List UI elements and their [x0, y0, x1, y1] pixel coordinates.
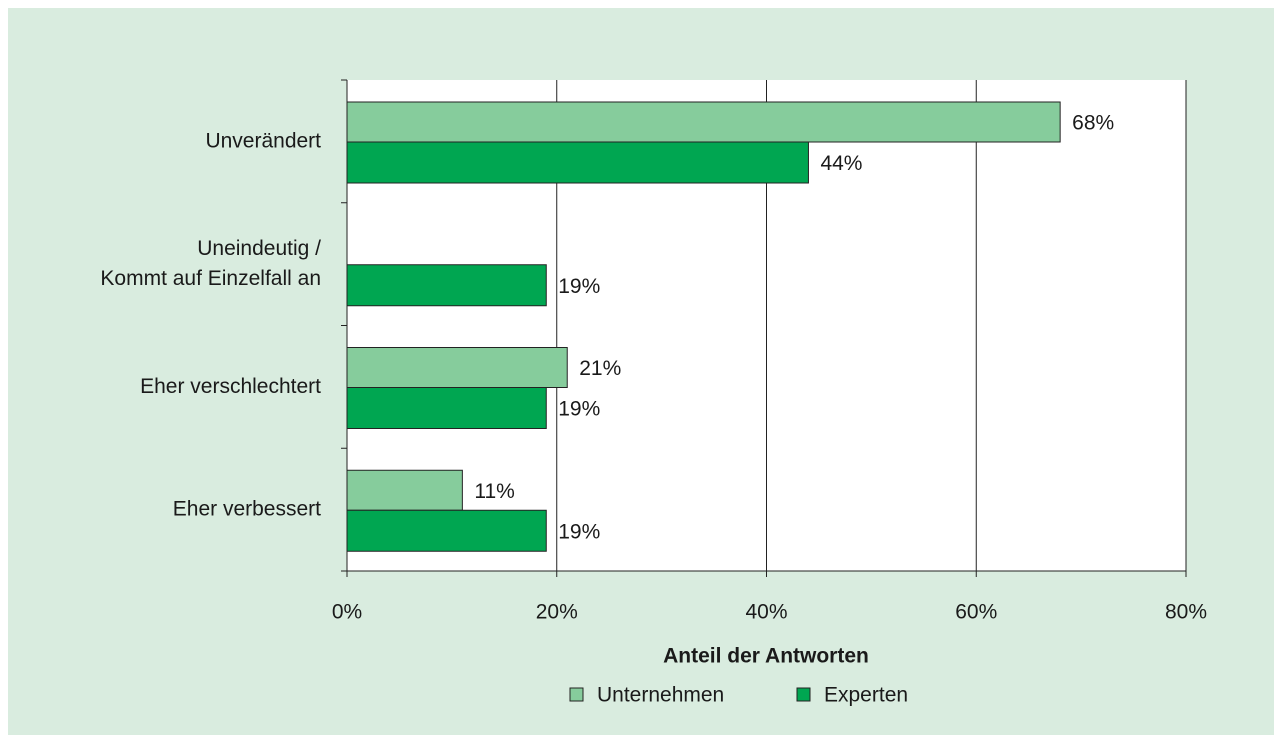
bar [346, 264, 547, 307]
data-label: 19% [558, 275, 600, 298]
y-tick-label: Uneindeutig / Kommt auf Einzelfall an [100, 237, 321, 290]
bar [346, 469, 463, 511]
data-label: 19% [558, 398, 600, 421]
data-label: 68% [1072, 112, 1114, 135]
x-tick-label: 40% [745, 601, 787, 624]
bar [346, 387, 547, 429]
data-label: 19% [558, 520, 600, 543]
x-axis-label: Anteil der Antworten [663, 645, 869, 668]
legend-label: Unternehmen [597, 684, 724, 707]
bar [346, 509, 547, 552]
x-tick-label: 0% [332, 601, 362, 624]
y-tick-label: Eher verschlechtert [140, 374, 321, 397]
x-tick-label: 60% [955, 601, 997, 624]
x-tick-label: 20% [536, 601, 578, 624]
legend-label: Experten [824, 684, 908, 707]
data-label: 44% [820, 152, 862, 175]
data-label: 11% [474, 480, 514, 503]
y-tick-label: Eher verbessert [173, 497, 321, 520]
y-tick-label: Unverändert [205, 129, 321, 152]
data-label: 21% [579, 357, 621, 380]
bar [346, 101, 1061, 143]
legend-swatch [796, 687, 811, 702]
x-tick-label: 80% [1165, 601, 1207, 624]
legend-swatch [569, 687, 584, 702]
bar [346, 347, 568, 388]
bar [346, 141, 809, 184]
